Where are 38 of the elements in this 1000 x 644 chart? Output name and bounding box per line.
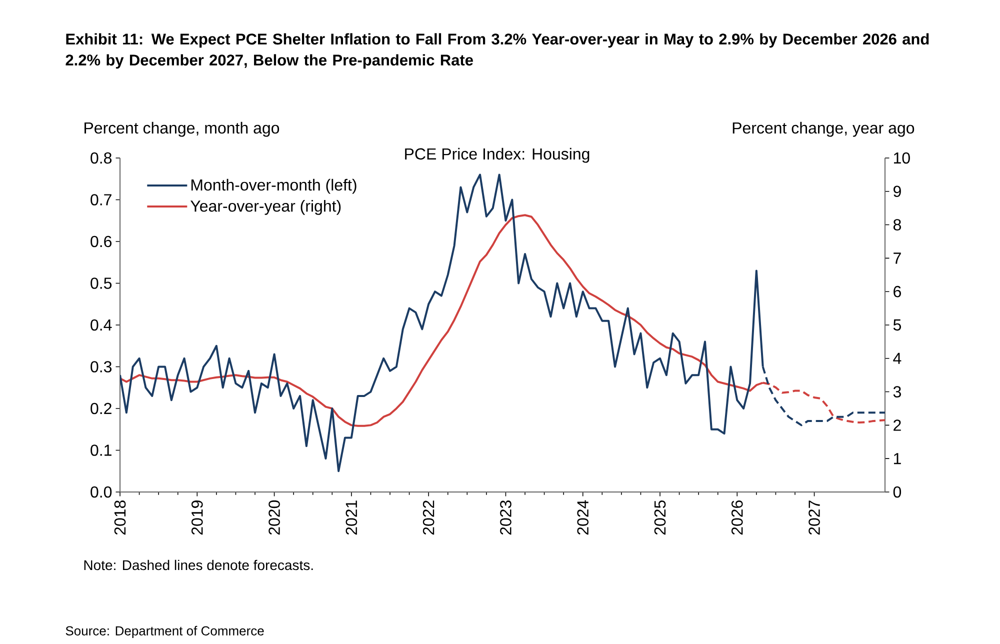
chart-subtitle: PCE Price Index: Housing bbox=[405, 148, 590, 163]
x-tick-label: 2018 bbox=[114, 500, 126, 535]
x-tick-label: 2022 bbox=[422, 500, 434, 535]
x-tick-label: 2020 bbox=[268, 500, 280, 535]
legend-label: Year-over-year (right) bbox=[190, 200, 341, 215]
y-tick-label: 0.8 bbox=[90, 152, 112, 164]
x-tick-label: 2019 bbox=[191, 500, 203, 535]
y-tick-label: 0.6 bbox=[90, 236, 112, 248]
x-tick-label: 2021 bbox=[346, 500, 358, 535]
y2-tick-label: 3 bbox=[893, 386, 901, 398]
y2-tick-label: 6 bbox=[894, 286, 901, 298]
text: Note: Dashed lines denote forecasts. bbox=[84, 560, 313, 570]
x-tick-label: 2023 bbox=[500, 500, 512, 535]
y-tick-label: 0.5 bbox=[90, 278, 112, 289]
y-tick-label: 0.1 bbox=[90, 444, 112, 456]
y2-tick-label: 4 bbox=[893, 352, 902, 364]
y2-tick-label: 2 bbox=[894, 420, 901, 431]
x-tick-label: 2024 bbox=[577, 500, 589, 535]
y2-tick-label: 1 bbox=[894, 453, 901, 464]
x-tick-label: 2026 bbox=[731, 500, 743, 535]
y2-tick-label: 9 bbox=[894, 186, 901, 198]
y-tick-label: 0.2 bbox=[90, 402, 112, 414]
x-tick-label: 2027 bbox=[808, 500, 820, 535]
y2-tick-label: 7 bbox=[894, 252, 901, 264]
y-tick-label: 0.3 bbox=[90, 361, 112, 372]
y-tick-label: 0.0 bbox=[90, 486, 112, 498]
y-tick-label: 0.7 bbox=[90, 194, 112, 206]
y2-tick-label: 0 bbox=[893, 486, 902, 498]
legend-label: Month-over-month (left) bbox=[191, 178, 356, 194]
y2-tick-label: 5 bbox=[893, 319, 901, 331]
x-tick-label: 2025 bbox=[654, 500, 666, 535]
y2-tick-label: 8 bbox=[893, 219, 901, 230]
chart-title: Exhibit 11: We Expect PCE Shelter Inflation to Fall From 3.2% Year-over-year in May to 2.9% by December 2026 and 2.2% by December 2027, Below the Pre-pandemic Rate bbox=[66, 33, 929, 69]
y-tick-label: 0.4 bbox=[90, 319, 112, 331]
y2-tick-label: 10 bbox=[894, 152, 910, 164]
source-note: Source: Department of Commerce bbox=[66, 626, 264, 638]
y2-axis-title: Percent change, year ago bbox=[732, 122, 914, 137]
y-axis-title: Percent change, month ago bbox=[84, 122, 280, 137]
